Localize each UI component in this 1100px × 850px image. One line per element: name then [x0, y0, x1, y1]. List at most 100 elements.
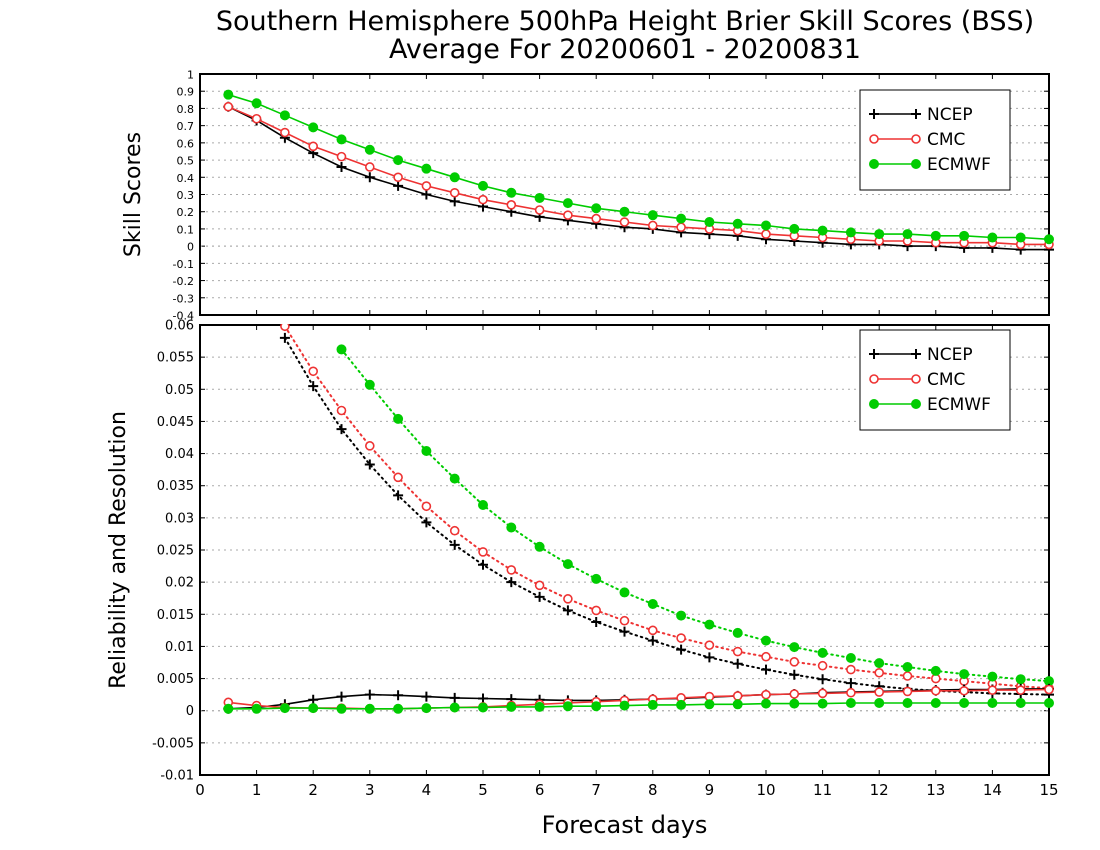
point-resolution-ncep	[591, 617, 602, 627]
point-skill-ncep	[336, 161, 347, 172]
x-tick-label: 12	[870, 781, 889, 799]
point-reliability-ecmwf	[619, 700, 630, 711]
x-tick-label: 9	[705, 781, 715, 799]
legend: NCEP CMC ECMWF	[859, 89, 1011, 191]
legend-marker	[869, 349, 879, 359]
legend-marker	[911, 109, 921, 119]
point-reliability-ecmwf	[449, 702, 460, 713]
point-reliability-cmc	[959, 685, 969, 696]
y-tick-label: -0.2	[173, 275, 194, 288]
point-resolution-cmc	[449, 525, 460, 536]
point-skill-ncep	[449, 196, 460, 207]
point-skill-ecmwf	[1015, 232, 1026, 243]
y-tick-label: 0.5	[177, 155, 195, 168]
point-reliability-ecmwf	[959, 698, 970, 708]
plot-frame	[199, 324, 1050, 776]
point-reliability-cmc	[874, 687, 885, 697]
point-resolution-cmc	[676, 633, 686, 643]
point-resolution-cmc	[534, 580, 545, 591]
point-reliability-cmc	[732, 691, 743, 701]
y-tick-label: 0.1	[177, 223, 195, 236]
point-resolution-ncep	[364, 459, 375, 470]
point-reliability-ncep	[336, 691, 347, 702]
point-resolution-ncep	[336, 424, 347, 435]
point-resolution-ncep	[704, 652, 715, 663]
point-reliability-cmc	[930, 685, 941, 696]
point-resolution-ecmwf	[959, 669, 970, 680]
point-skill-cmc	[676, 222, 686, 233]
skill-score-panel: 1 0.9 0.8 0.7 0.6 0.5 0.4 0.3 0.2 0.1 0 -0.1 -0.2 -0.…	[121, 69, 1054, 323]
point-resolution-cmc	[619, 615, 630, 626]
point-reliability-ecmwf	[987, 698, 998, 708]
y-tick-label: 0.035	[157, 479, 194, 494]
point-skill-ecmwf	[732, 218, 743, 229]
point-skill-ecmwf	[845, 227, 856, 238]
point-resolution-cmc	[591, 605, 602, 616]
y-tick-label: -0.1	[173, 258, 194, 271]
legend-label: ECMWF	[927, 155, 991, 175]
point-skill-ecmwf	[393, 155, 404, 166]
legend-marker	[869, 159, 879, 169]
plot-frame	[199, 73, 1050, 316]
point-skill-ecmwf	[817, 225, 828, 236]
chart-title-line1: Southern Hemisphere 500hPa Height Brier …	[216, 6, 1034, 37]
legend: NCEP CMC ECMWF	[859, 329, 1011, 431]
x-axis-label: Forecast days	[542, 811, 708, 839]
legend-marker	[911, 374, 921, 384]
legend-marker	[869, 374, 879, 384]
point-resolution-ecmwf	[449, 473, 460, 484]
point-skill-ecmwf	[506, 187, 517, 198]
point-reliability-ecmwf	[223, 703, 234, 714]
point-skill-ecmwf	[761, 220, 771, 231]
point-skill-ecmwf	[874, 229, 885, 240]
point-reliability-ecmwf	[732, 699, 743, 710]
point-reliability-ecmwf	[1044, 698, 1054, 708]
point-resolution-ecmwf	[845, 653, 856, 663]
point-reliability-ecmwf	[845, 698, 856, 708]
legend-label: NCEP	[927, 345, 973, 365]
y-tick-label: 0.06	[165, 319, 194, 334]
point-reliability-ecmwf	[279, 703, 290, 714]
point-resolution-ecmwf	[364, 379, 375, 390]
point-resolution-cmc	[506, 565, 517, 575]
legend-label: CMC	[927, 130, 965, 150]
y-tick-label: -0.3	[173, 292, 194, 305]
point-reliability-ncep	[421, 691, 432, 702]
reliability-resolution-panel: 0.060.0550.050.0450.040.0350.030.0250.02…	[106, 319, 1059, 840]
point-resolution-ncep	[421, 517, 432, 528]
point-skill-cmc	[280, 127, 290, 138]
point-skill-ecmwf	[789, 223, 800, 234]
legend-label: ECMWF	[927, 395, 991, 415]
point-resolution-ecmwf	[987, 671, 998, 682]
x-tick-label: 3	[365, 781, 375, 799]
legend-marker	[911, 159, 921, 169]
y-tick-label: 0.9	[177, 86, 195, 99]
point-reliability-ecmwf	[506, 701, 517, 712]
point-skill-ecmwf	[676, 213, 687, 224]
point-resolution-cmc	[421, 501, 432, 512]
series-skill-ecmwf	[223, 89, 1054, 245]
point-skill-ecmwf	[534, 192, 545, 203]
point-skill-ecmwf	[251, 98, 262, 109]
point-resolution-cmc	[364, 441, 375, 451]
point-reliability-cmc	[846, 687, 856, 698]
point-resolution-cmc	[874, 667, 885, 678]
point-reliability-ncep	[449, 692, 460, 703]
point-skill-ecmwf	[987, 232, 998, 243]
point-resolution-ncep	[506, 577, 517, 588]
x-tick-label: 7	[591, 781, 601, 799]
point-reliability-cmc	[1015, 685, 1026, 695]
legend-box	[859, 89, 1011, 191]
point-reliability-cmc	[789, 689, 800, 699]
point-skill-cmc	[506, 200, 517, 210]
point-skill-ecmwf	[930, 230, 941, 241]
legend-box	[859, 329, 1011, 431]
y-tick-label: 0.03	[165, 511, 194, 526]
point-resolution-cmc	[308, 366, 319, 377]
point-reliability-cmc	[1044, 684, 1054, 695]
x-tick-label: 14	[983, 781, 1002, 799]
point-skill-cmc	[619, 217, 630, 227]
legend-marker	[869, 399, 879, 409]
x-tick-label: 0	[195, 781, 205, 799]
point-skill-ecmwf	[619, 206, 630, 217]
